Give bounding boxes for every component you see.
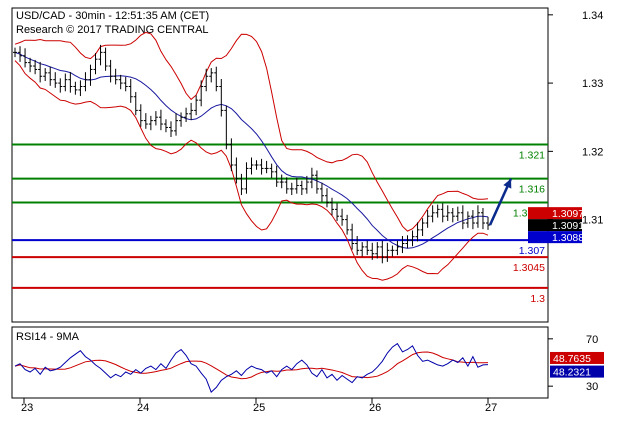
copyright-line: Research © 2017 TRADING CENTRAL (16, 24, 209, 36)
rsi-tag (550, 365, 604, 378)
rsi-title: RSI14 - 9MA (16, 331, 80, 343)
rsi-tag-label: 48.7635 (553, 353, 591, 365)
bollinger-upper-line (14, 31, 489, 232)
level-label: 1.316 (519, 184, 545, 196)
projection-arrowhead (503, 178, 512, 189)
chart-frame (11, 7, 549, 399)
price-panel-border (11, 7, 549, 323)
moving-average-line (14, 51, 489, 249)
rsi-line (14, 342, 489, 393)
y-tick-label: 1.33 (582, 78, 603, 90)
x-tick-label: 25 (253, 402, 265, 414)
y-tick-label: 1.34 (582, 10, 603, 22)
y-tick-label: 1.31 (582, 215, 603, 227)
rsi-y-tick-label: 30 (586, 381, 598, 393)
bollinger-lower-line (14, 60, 489, 281)
level-label: 1.307 (519, 245, 545, 257)
indicator-layer (14, 31, 489, 281)
x-tick-label: 27 (485, 402, 497, 414)
y-tick-label: 1.32 (582, 146, 603, 158)
chart-title: USD/CAD - 30min - 12:51:35 AM (CET) (16, 10, 210, 22)
rsi-y-tick-label: 70 (586, 334, 598, 346)
x-tick-label: 24 (137, 402, 149, 414)
level-label: 1.3 (530, 293, 545, 305)
rsi-tag-label: 48.2321 (553, 367, 591, 379)
rsi-panel-border (11, 326, 549, 399)
candles-layer (13, 44, 513, 264)
level-label: 1.321 (519, 150, 545, 162)
price-tag-label: 1.30977 (552, 208, 590, 220)
rsi-tag (550, 351, 604, 364)
level-label: 1.3045 (513, 262, 545, 274)
axes-layer: 1.34 1.33 1.32 1.31 70 30 23 24 25 26 27 (21, 10, 603, 414)
price-tag (528, 219, 582, 232)
price-tag (528, 231, 582, 244)
rsi-layer: RSI14 - 9MA (14, 331, 489, 393)
price-tag-label: 1.30919 (552, 220, 590, 232)
x-tick-label: 26 (369, 402, 381, 414)
x-tick-label: 23 (21, 402, 33, 414)
rsi-ma-line (14, 351, 489, 380)
price-tag (528, 207, 582, 220)
price-tag-label: 1.30881 (552, 232, 590, 244)
